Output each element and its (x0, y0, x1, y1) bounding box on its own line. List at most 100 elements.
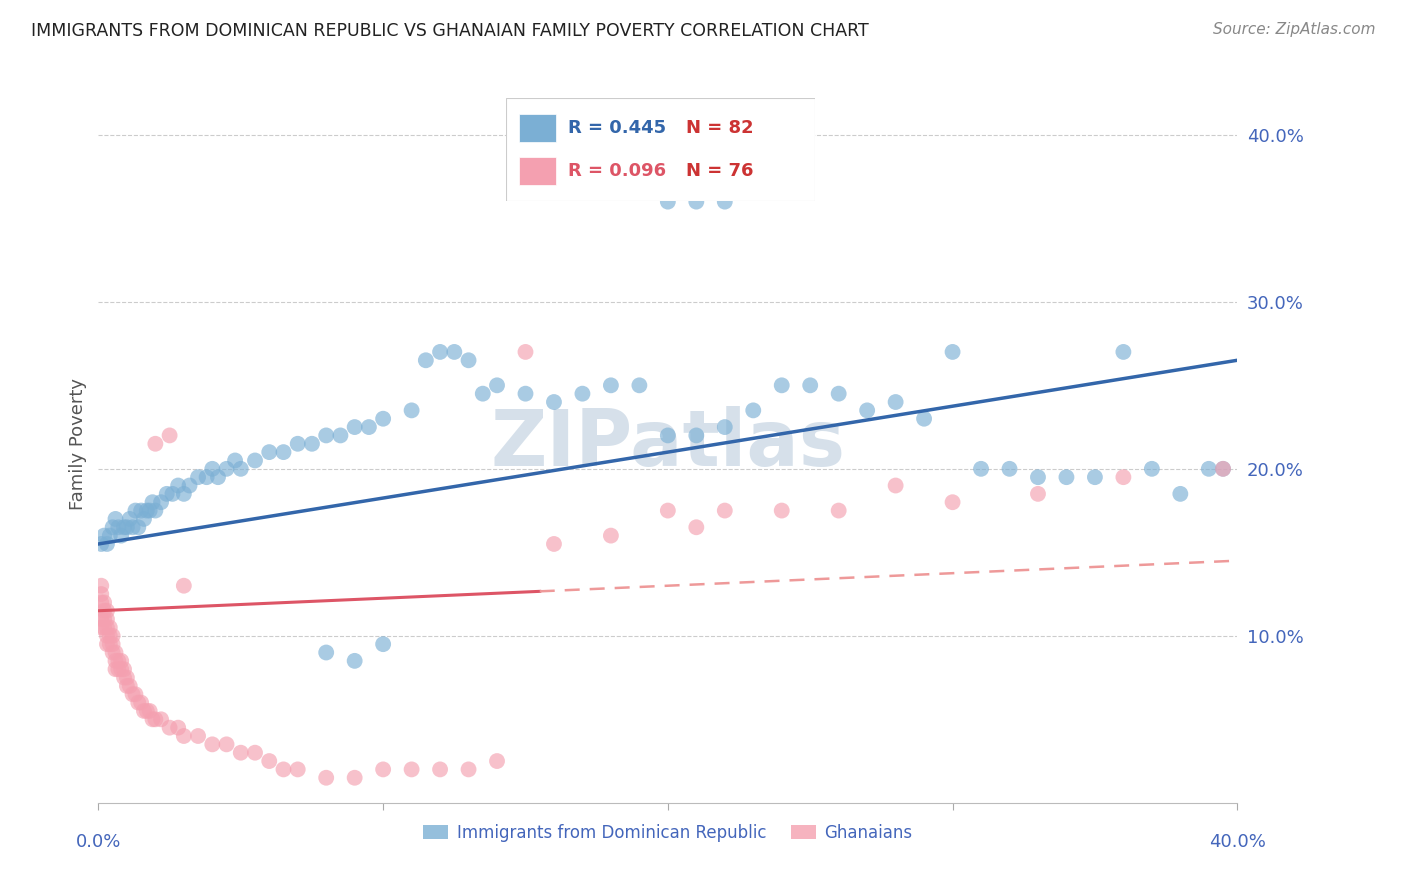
Point (145, 712, 167, 726)
Point (543, 537, 565, 551)
Point (856, 403, 879, 417)
Point (912, 411, 935, 425)
Point (104, 654, 127, 668)
Point (457, 763, 479, 777)
Point (118, 679, 141, 693)
Point (90, 595, 112, 609)
Point (315, 646, 337, 660)
Text: 40.0%: 40.0% (1209, 833, 1265, 851)
Point (138, 704, 160, 718)
Point (415, 353, 437, 368)
Point (259, 754, 281, 768)
Point (600, 528, 623, 542)
Point (201, 462, 224, 476)
Point (195, 470, 218, 484)
Point (141, 712, 163, 726)
Point (273, 445, 295, 459)
Point (329, 428, 352, 442)
Point (1170, 487, 1192, 501)
Point (162, 487, 184, 501)
Legend: Immigrants from Dominican Republic, Ghanaians: Immigrants from Dominican Republic, Ghan… (416, 817, 920, 848)
Point (229, 462, 252, 476)
Point (259, 445, 281, 459)
Point (127, 696, 149, 710)
Point (373, 763, 395, 777)
Point (96, 629, 118, 643)
Text: R = 0.445: R = 0.445 (568, 119, 666, 136)
Point (93, 604, 115, 618)
Point (343, 771, 366, 785)
Point (1140, 462, 1163, 476)
Point (742, 403, 765, 417)
Point (714, 420, 737, 434)
Point (770, 503, 793, 517)
Point (429, 763, 451, 777)
Point (112, 520, 135, 534)
Point (121, 687, 143, 701)
Point (187, 729, 209, 743)
Point (93, 528, 115, 542)
Point (101, 520, 124, 534)
Point (129, 503, 152, 517)
Point (357, 420, 380, 434)
Point (229, 746, 252, 760)
FancyBboxPatch shape (519, 157, 555, 186)
Point (373, 411, 395, 425)
FancyBboxPatch shape (506, 98, 815, 201)
Point (628, 378, 651, 392)
Point (457, 353, 479, 368)
Point (110, 662, 132, 676)
Text: N = 76: N = 76 (686, 162, 754, 180)
Point (657, 503, 679, 517)
Point (600, 378, 623, 392)
Point (115, 679, 138, 693)
Point (1212, 462, 1234, 476)
Point (343, 420, 366, 434)
Point (373, 637, 395, 651)
Point (515, 386, 537, 401)
Point (121, 520, 143, 534)
Point (970, 462, 993, 476)
Point (118, 512, 141, 526)
Point (135, 503, 157, 517)
Point (828, 386, 851, 401)
Point (90, 612, 112, 626)
Point (167, 478, 190, 492)
Point (243, 746, 266, 760)
Point (150, 712, 173, 726)
Point (243, 453, 266, 467)
Point (132, 512, 155, 526)
Point (90, 537, 112, 551)
Point (828, 503, 851, 517)
Point (515, 345, 537, 359)
Y-axis label: Family Poverty: Family Poverty (69, 378, 87, 509)
Point (112, 671, 135, 685)
Point (110, 528, 132, 542)
Point (301, 436, 323, 450)
Point (173, 579, 195, 593)
Point (101, 637, 124, 651)
Point (207, 470, 229, 484)
Point (96, 604, 118, 618)
Point (129, 696, 152, 710)
Point (101, 629, 124, 643)
Point (770, 378, 793, 392)
Point (107, 654, 129, 668)
Point (998, 462, 1021, 476)
Point (107, 662, 129, 676)
Point (167, 721, 190, 735)
Point (173, 729, 195, 743)
Point (159, 428, 181, 442)
Point (201, 737, 224, 751)
Point (1198, 462, 1220, 476)
Text: N = 82: N = 82 (686, 119, 754, 136)
Point (942, 495, 965, 509)
Point (96, 612, 118, 626)
Point (112, 662, 135, 676)
Point (96, 637, 118, 651)
Point (96, 537, 118, 551)
Point (1084, 470, 1107, 484)
Point (115, 671, 138, 685)
Text: R = 0.096: R = 0.096 (568, 162, 666, 180)
Point (98, 637, 121, 651)
